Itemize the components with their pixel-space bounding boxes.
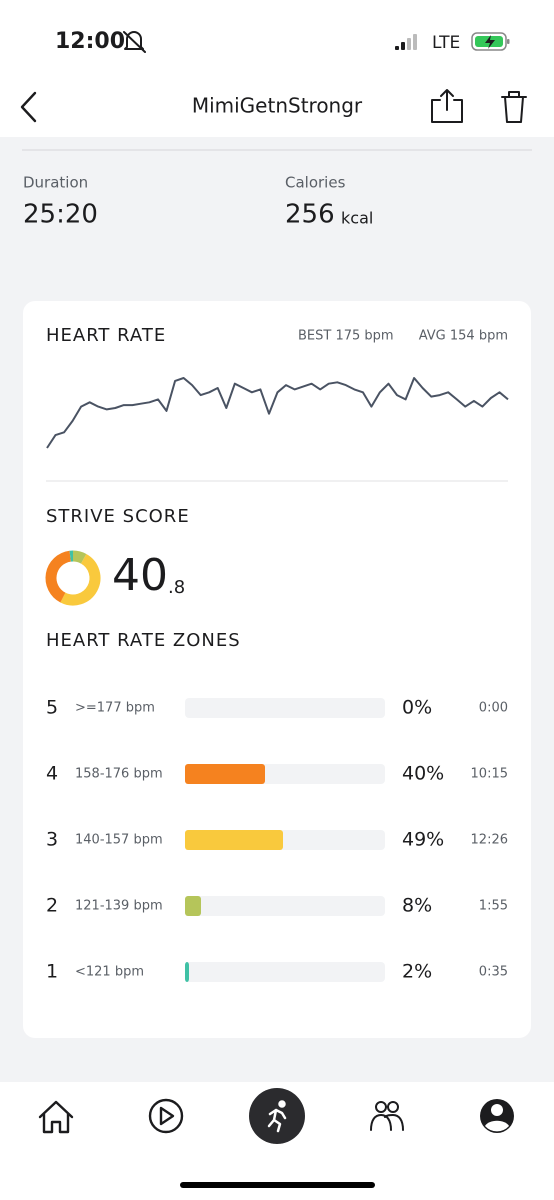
zone-percent: 0% — [402, 697, 432, 719]
duration-value: 25:20 — [23, 200, 98, 230]
play-tab[interactable] — [148, 1098, 184, 1134]
zone-bar — [185, 962, 189, 982]
stats-card — [23, 301, 531, 1038]
zone-range: 121-139 bpm — [75, 899, 163, 914]
calories-unit: kcal — [341, 209, 373, 228]
zone-time: 0:35 — [479, 965, 508, 980]
strive-score-decimal: .8 — [168, 577, 185, 598]
zone-percent: 40% — [402, 763, 444, 785]
page-title: MimiGetnStrongr — [192, 94, 363, 118]
zone-number: 2 — [46, 895, 58, 917]
calories-label: Calories — [285, 174, 346, 192]
zone-number: 1 — [46, 961, 58, 983]
zones-title: HEART RATE ZONES — [46, 630, 241, 651]
home-tab[interactable] — [38, 1100, 74, 1134]
zone-number: 4 — [46, 763, 58, 785]
zone-percent: 49% — [402, 829, 444, 851]
status-time: 12:00 — [55, 29, 125, 54]
back-button[interactable] — [20, 91, 37, 123]
donut-segment — [60, 553, 101, 606]
heart-rate-avg: AVG 154 bpm — [419, 329, 508, 344]
donut-segment — [72, 550, 87, 564]
zone-percent: 2% — [402, 961, 432, 983]
zone-time: 12:26 — [471, 833, 508, 848]
strive-title: STRIVE SCORE — [46, 506, 190, 527]
bell-off-icon — [123, 31, 146, 53]
zones-list: 5 >=177 bpm 0% 0:00 4 158-176 bpm 40% 10:15 3 140… — [46, 697, 508, 983]
zone-range: <121 bpm — [75, 965, 144, 980]
home-indicator — [180, 1182, 375, 1188]
zone-track — [185, 962, 385, 982]
zone-track — [185, 896, 385, 916]
zone-time: 10:15 — [471, 767, 508, 782]
heart-rate-title: HEART RATE — [46, 325, 166, 346]
calories-value: 256 — [285, 200, 335, 230]
profile-tab[interactable] — [480, 1099, 514, 1133]
battery-icon — [471, 32, 510, 51]
zone-bar — [185, 830, 283, 850]
signal-icon — [395, 34, 417, 50]
community-tab[interactable] — [370, 1101, 404, 1131]
zone-time: 1:55 — [479, 899, 508, 914]
duration-label: Duration — [23, 174, 88, 192]
heart-rate-line — [46, 377, 509, 449]
zone-track — [185, 698, 385, 718]
strive-score: 40 — [112, 550, 168, 601]
record-tab[interactable] — [249, 1088, 305, 1144]
zone-range: 158-176 bpm — [75, 767, 163, 782]
heart-rate-best: BEST 175 bpm — [298, 329, 394, 344]
zone-bar — [185, 896, 201, 916]
zone-number: 5 — [46, 697, 58, 719]
zone-bar — [185, 764, 265, 784]
strive-donut — [45, 550, 101, 606]
share-button[interactable] — [431, 89, 463, 123]
zone-time: 0:00 — [479, 701, 508, 716]
zone-range: 140-157 bpm — [75, 833, 163, 848]
donut-segment — [45, 550, 72, 603]
zone-range: >=177 bpm — [75, 701, 155, 716]
delete-button[interactable] — [501, 91, 527, 123]
zone-percent: 8% — [402, 895, 432, 917]
zone-number: 3 — [46, 829, 58, 851]
network-label: LTE — [432, 33, 460, 53]
